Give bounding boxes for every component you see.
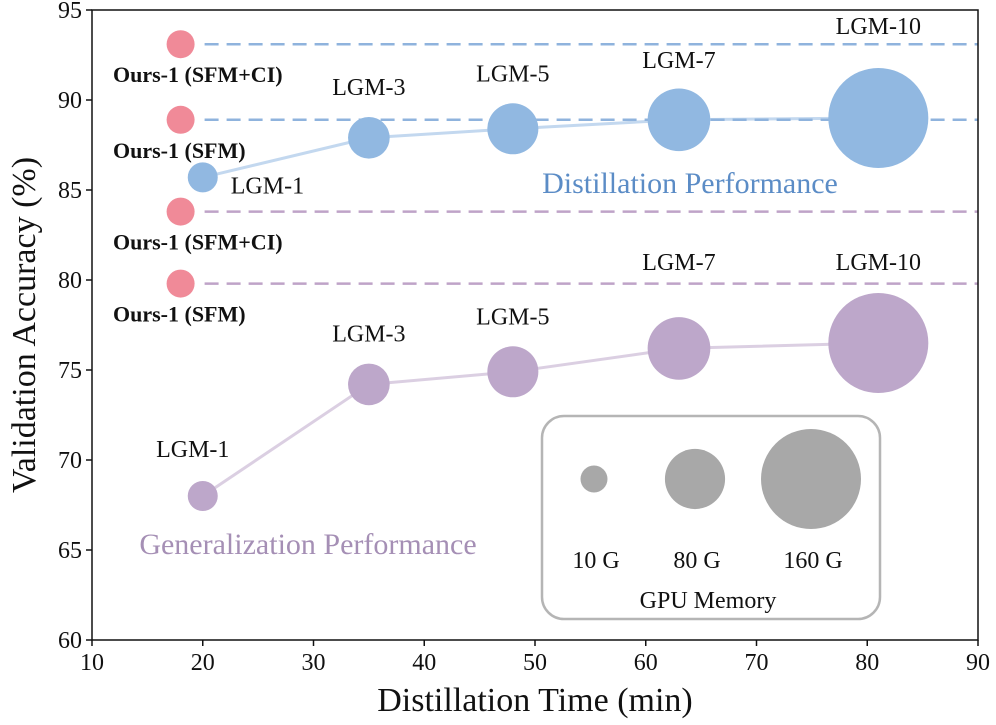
data-label-lgm-1: LGM-1 (231, 173, 304, 199)
series-name-distillation: Distillation Performance (542, 167, 838, 200)
series-name-generalization: Generalization Performance (139, 528, 476, 561)
x-tick-label-70: 70 (745, 650, 769, 676)
legend-title: GPU Memory (640, 588, 777, 614)
reference-label-1: Ours-1 (SFM+CI) (113, 62, 283, 87)
y-tick-label-70: 70 (58, 448, 82, 474)
reference-marker-1 (166, 30, 195, 59)
axes: 10 20 30 40 50 60 70 80 90 60 65 70 75 80 85 90 95 Distil… (6, 0, 990, 719)
x-tick-label-80: 80 (855, 650, 879, 676)
reference-marker-2 (166, 105, 195, 134)
y-axis-title: Validation Accuracy (%) (6, 157, 43, 493)
x-tick-label-10: 10 (80, 650, 104, 676)
legend-size-2 (664, 448, 726, 510)
data-label-lgm-5: LGM-5 (476, 304, 549, 330)
data-point-lgm-10 (828, 68, 929, 168)
data-label-lgm-7: LGM-7 (642, 250, 715, 276)
reference-marker-3 (166, 197, 195, 226)
data-point-lgm-7 (647, 317, 711, 380)
legend-label-3: 160 G (783, 548, 842, 574)
x-tick-label-40: 40 (412, 650, 436, 676)
x-tick-label-90: 90 (966, 650, 990, 676)
data-point-lgm-3 (348, 116, 390, 159)
data-point-lgm-7 (647, 88, 711, 152)
data-points (166, 30, 929, 511)
data-label-lgm-3: LGM-3 (332, 322, 405, 348)
y-tick-label-80: 80 (58, 268, 82, 294)
data-label-lgm-7: LGM-7 (642, 48, 715, 74)
reference-marker-4 (166, 269, 195, 298)
data-point-lgm-1 (187, 481, 218, 511)
x-tick-label-20: 20 (191, 650, 215, 676)
x-tick-label-60: 60 (634, 650, 658, 676)
data-point-lgm-1 (187, 162, 218, 193)
y-tick-label-90: 90 (58, 88, 82, 114)
data-labels: LGM-1 LGM-3 LGM-5 LGM-7 LGM-10 LGM-1 LGM-3 LGM-… (113, 14, 921, 561)
y-tick-label-60: 60 (58, 628, 82, 654)
reference-label-4: Ours-1 (SFM) (113, 302, 246, 327)
x-axis-title: Distillation Time (min) (377, 682, 692, 719)
data-label-lgm-10: LGM-10 (836, 250, 921, 276)
data-label-lgm-5: LGM-5 (476, 61, 549, 87)
data-label-lgm-3: LGM-3 (332, 75, 405, 101)
legend-label-2: 80 G (673, 548, 720, 574)
x-tick-label-30: 30 (302, 650, 326, 676)
y-tick-label-85: 85 (58, 178, 82, 204)
reference-label-2: Ours-1 (SFM) (113, 138, 246, 163)
legend-size-1 (580, 465, 608, 493)
data-point-lgm-5 (487, 346, 539, 398)
y-tick-label-95: 95 (58, 0, 82, 24)
reference-label-3: Ours-1 (SFM+CI) (113, 230, 283, 255)
x-tick-label-50: 50 (523, 650, 547, 676)
y-tick-label-75: 75 (58, 358, 82, 384)
legend-size-3 (761, 429, 861, 529)
data-point-lgm-3 (348, 363, 390, 406)
data-point-lgm-10 (828, 293, 929, 393)
data-label-lgm-10: LGM-10 (836, 14, 921, 40)
data-label-lgm-1: LGM-1 (156, 437, 229, 463)
legend-label-1: 10 G (572, 548, 619, 574)
y-tick-label-65: 65 (58, 538, 82, 564)
data-point-lgm-5 (487, 103, 539, 155)
